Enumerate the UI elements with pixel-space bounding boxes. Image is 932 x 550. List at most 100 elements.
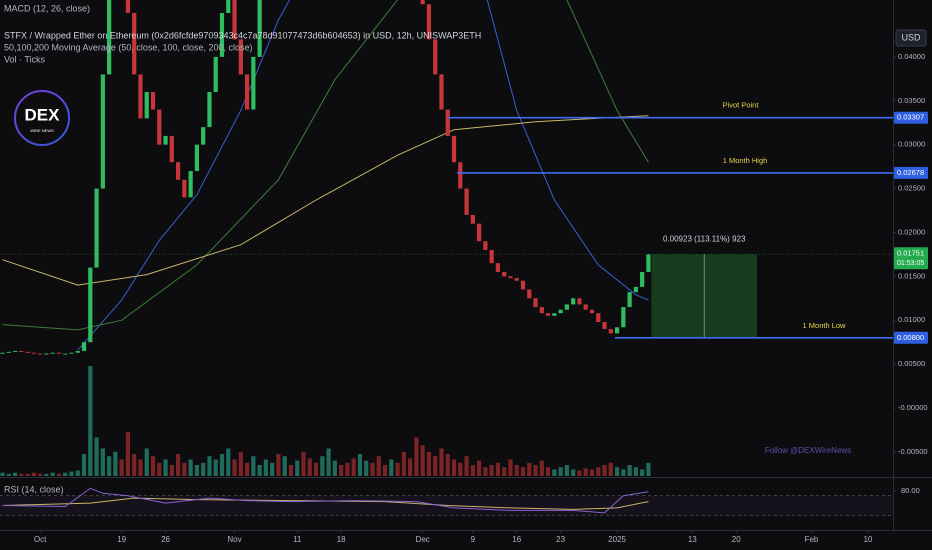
axes: 0.04000 0.03500 0.03000 0.02500 0.02000 0.015… (34, 52, 928, 544)
y-tick-label: -0.00000 (898, 403, 928, 412)
candle (125, 0, 131, 13)
volume-bar (31, 472, 36, 476)
volume-bar (144, 448, 149, 476)
moving-average (2, 115, 649, 286)
candle (213, 56, 218, 92)
volume-bar (633, 467, 638, 476)
candle (527, 289, 532, 299)
x-tick-label: 26 (161, 535, 170, 544)
measure-label: 0.00923 (113.11%) 923 (663, 234, 746, 243)
volume-bar (433, 456, 438, 476)
countdown-label: 01:53:05 (897, 260, 924, 267)
y-tick-label: 0.02500 (898, 184, 925, 193)
volume-bar (564, 465, 570, 476)
volume-bar (38, 473, 43, 476)
volume-bar (621, 469, 626, 476)
volume-bar (276, 454, 281, 476)
volume-bar (169, 465, 174, 476)
indicator-header: MACD (12, 26, close) (4, 3, 90, 13)
candle (188, 171, 193, 198)
currency-label[interactable]: USD (901, 32, 921, 42)
volume-bar (451, 459, 457, 476)
candle (163, 135, 168, 145)
candle (219, 12, 225, 57)
rsi-signal (2, 497, 649, 510)
volume-bar (533, 465, 538, 476)
candle (0, 352, 5, 354)
x-tick-label: 23 (556, 535, 565, 544)
rsi-tick-label: 80.00 (901, 486, 920, 495)
volume-bar (313, 462, 319, 476)
volume-bar (539, 460, 544, 476)
candle (483, 241, 488, 251)
candle (81, 342, 87, 351)
x-tick-label: 20 (732, 535, 741, 544)
candle (144, 91, 149, 119)
volume-bar (119, 459, 124, 476)
level-price-label: 0.00800 (897, 333, 924, 342)
volume-bar (502, 467, 507, 476)
volume-bar (382, 465, 388, 476)
candle (640, 271, 645, 287)
volume-bar (201, 462, 206, 476)
volume-bar (226, 448, 231, 476)
candle (257, 0, 262, 57)
volume-bar (163, 459, 168, 476)
volume-bar (263, 459, 268, 476)
volume-bar (464, 456, 469, 476)
candle (100, 74, 105, 189)
candle (451, 135, 457, 163)
volume-bar (426, 451, 432, 476)
volume-bar (257, 465, 262, 476)
volume-bar (44, 473, 49, 476)
candle (12, 350, 18, 352)
volume-bar (370, 462, 375, 476)
volume-bar (270, 462, 275, 476)
volume-bar (282, 456, 287, 476)
volume-bar (445, 454, 450, 476)
volume-bar (251, 456, 256, 476)
candle (107, 0, 112, 75)
volume-bar (389, 459, 394, 476)
volume-bar (489, 465, 494, 476)
volume-bar (213, 459, 218, 476)
volume-bar (132, 454, 137, 476)
candle (633, 286, 638, 293)
volume-bar (301, 451, 306, 476)
volume-bar (583, 468, 588, 476)
x-tick-label: 2025 (608, 535, 626, 544)
candle (539, 307, 544, 314)
candle (19, 350, 24, 352)
volume-bar (640, 469, 645, 476)
candle (50, 352, 55, 354)
candle (464, 188, 469, 215)
rsi-line (2, 487, 649, 514)
logo-ring (14, 90, 70, 146)
volume-bar (401, 451, 406, 476)
candle (445, 109, 450, 136)
volume-bar (288, 465, 294, 476)
volume-bar (470, 465, 475, 476)
volume-bar (514, 465, 519, 476)
volume-bar (295, 460, 300, 476)
volume-bar (608, 462, 613, 476)
candle (138, 74, 143, 119)
x-tick-label: Oct (34, 535, 47, 544)
volume-bar (107, 456, 112, 476)
volume-bar (188, 459, 193, 476)
x-tick-label: 18 (337, 535, 346, 544)
x-tick-label: 9 (471, 535, 476, 544)
volume-bar (6, 473, 11, 476)
candle (207, 91, 212, 128)
currency-button[interactable] (895, 29, 927, 47)
volume-bar (207, 456, 212, 476)
level-price-tag (894, 166, 928, 179)
volume-bar (19, 473, 24, 476)
volume-bar (56, 473, 62, 476)
candle (69, 352, 74, 354)
candle (533, 298, 538, 308)
candle (244, 74, 250, 110)
volume-bar (420, 445, 425, 476)
x-tick-label: 19 (117, 535, 126, 544)
volume-bar (351, 458, 356, 476)
